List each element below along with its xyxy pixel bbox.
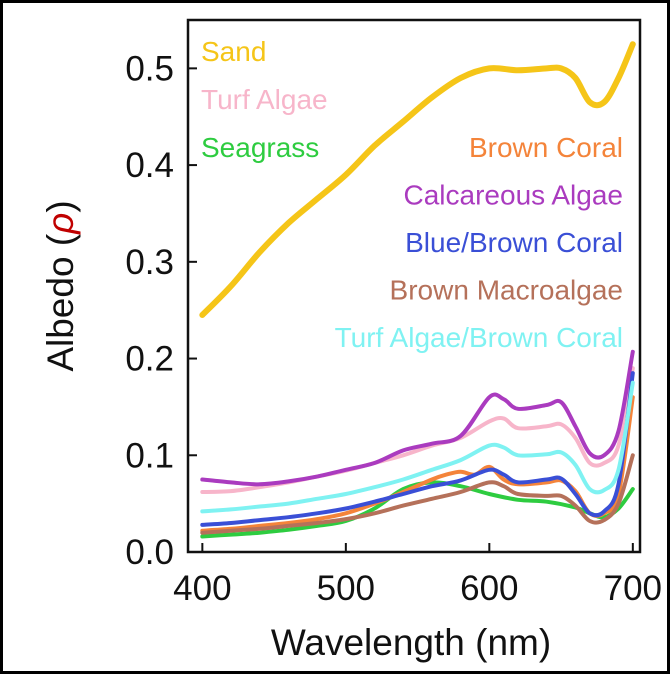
- y-axis-title-suffix: ): [40, 200, 81, 212]
- x-axis-title: Wavelength (nm): [271, 622, 551, 663]
- x-tick-label: 500: [317, 569, 375, 608]
- series-line-brown-coral: [200, 395, 635, 533]
- x-tick-label: 700: [604, 569, 662, 608]
- y-tick-label: 0.5: [125, 49, 174, 88]
- legend-entry-calcareous-algae: Calcareous Algae: [404, 180, 623, 211]
- y-tick-label: 0.1: [125, 436, 174, 475]
- series-line-blue-brown-coral: [200, 371, 635, 527]
- series-line-turf-algae-brown-coral: [200, 380, 635, 514]
- y-axis-title: Albedo (ρ): [40, 200, 81, 371]
- legend-entry-seagrass: Seagrass: [201, 132, 319, 163]
- y-tick-label: 0.4: [125, 146, 174, 185]
- y-tick-label: 0.2: [125, 340, 174, 379]
- series-layer: [199, 41, 636, 539]
- legend-entry-turf-algae-brown-coral: Turf Algae/Brown Coral: [335, 322, 623, 353]
- x-tick-label: 600: [460, 569, 518, 608]
- legend: Sand Turf Algae Seagrass Brown Coral Calcare…: [201, 36, 623, 353]
- y-axis-ticks: 0.0 0.1 0.2 0.3 0.4 0.5: [125, 49, 197, 572]
- legend-entry-brown-macroalgae: Brown Macroalgae: [390, 275, 623, 306]
- y-tick-label: 0.0: [125, 533, 174, 572]
- legend-entry-turf-algae: Turf Algae: [201, 84, 328, 115]
- albedo-spectra-chart: 400 500 600 700 0.0 0.1 0.2 0.3 0.4 0.5 Sand Turf…: [40, 18, 662, 663]
- figure-panel: 400 500 600 700 0.0 0.1 0.2 0.3 0.4 0.5 Sand Turf…: [3, 3, 667, 671]
- plot-frame: [186, 18, 642, 554]
- y-tick-label: 0.3: [125, 243, 174, 282]
- x-tick-label: 400: [173, 569, 231, 608]
- series-line-sand: [199, 41, 636, 318]
- legend-entry-brown-coral: Brown Coral: [469, 132, 623, 163]
- legend-entry-blue-brown-coral: Blue/Brown Coral: [405, 227, 623, 258]
- series-line-brown-macroalgae: [200, 453, 635, 535]
- legend-entry-sand: Sand: [201, 36, 266, 67]
- series-line-calcareous-algae: [200, 349, 635, 487]
- x-axis-ticks: 400 500 600 700: [173, 543, 662, 608]
- y-axis-title-prefix: Albedo (: [40, 233, 81, 371]
- y-axis-title-symbol: ρ: [40, 213, 81, 235]
